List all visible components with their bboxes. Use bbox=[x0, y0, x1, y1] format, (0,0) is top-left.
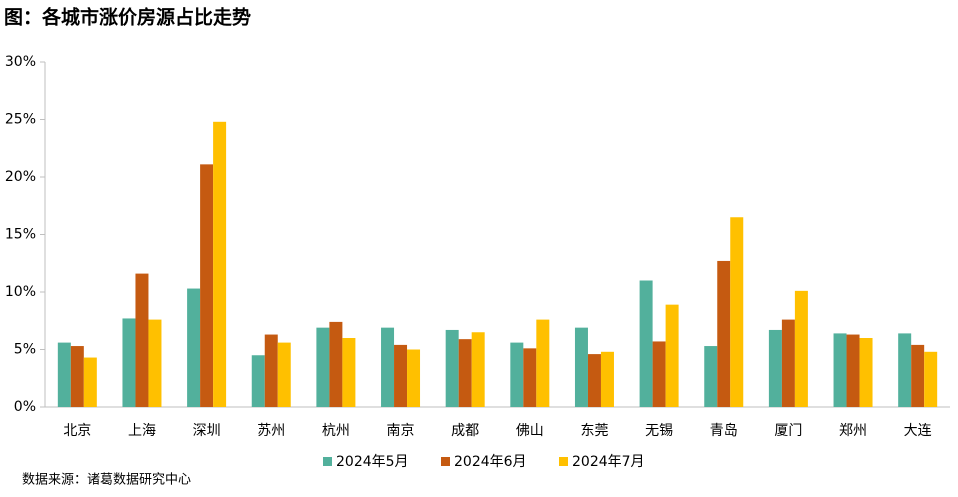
x-tick-label: 郑州 bbox=[839, 423, 867, 439]
bar bbox=[730, 217, 744, 407]
y-tick-label: 30% bbox=[5, 54, 36, 70]
y-tick-label: 0% bbox=[14, 399, 36, 415]
x-tick-label: 佛山 bbox=[516, 423, 544, 439]
bar bbox=[665, 304, 679, 407]
bar bbox=[200, 164, 214, 407]
bar bbox=[407, 349, 421, 407]
bar bbox=[639, 280, 653, 407]
bar bbox=[587, 354, 601, 407]
chart-title: 图：各城市涨价房源占比走势 bbox=[4, 6, 251, 29]
bar bbox=[83, 357, 97, 407]
bar bbox=[70, 346, 84, 407]
bar bbox=[717, 260, 731, 407]
legend-label: 2024年6月 bbox=[454, 454, 527, 470]
x-tick-label: 杭州 bbox=[322, 423, 350, 439]
legend-label: 2024年5月 bbox=[336, 454, 409, 470]
bar bbox=[57, 342, 71, 407]
bar bbox=[264, 334, 278, 407]
x-tick-label: 苏州 bbox=[257, 423, 285, 439]
bar bbox=[342, 338, 356, 407]
bar bbox=[924, 351, 938, 407]
bar bbox=[251, 355, 265, 407]
bar bbox=[213, 121, 227, 408]
y-tick-label: 10% bbox=[5, 284, 36, 300]
x-tick-label: 深圳 bbox=[193, 423, 221, 439]
x-tick-label: 青岛 bbox=[710, 423, 738, 439]
bar bbox=[768, 329, 782, 407]
x-tick-label: 北京 bbox=[63, 423, 91, 439]
bar bbox=[510, 342, 524, 407]
x-tick-label: 上海 bbox=[128, 423, 156, 439]
bar bbox=[148, 319, 162, 407]
bar bbox=[135, 273, 149, 407]
bar bbox=[704, 346, 718, 407]
bar bbox=[536, 319, 550, 407]
bar bbox=[381, 327, 395, 407]
bar bbox=[846, 334, 860, 407]
bar bbox=[523, 348, 537, 407]
bar bbox=[329, 321, 343, 407]
bar bbox=[316, 327, 330, 407]
x-tick-label: 厦门 bbox=[774, 423, 802, 439]
x-tick-label: 成都 bbox=[451, 423, 479, 439]
y-tick-label: 25% bbox=[5, 112, 36, 128]
bar bbox=[859, 338, 873, 407]
x-tick-label: 东莞 bbox=[580, 423, 608, 439]
bar bbox=[471, 332, 485, 407]
legend-swatch bbox=[441, 457, 450, 466]
bar bbox=[187, 288, 201, 407]
y-tick-label: 20% bbox=[5, 169, 36, 185]
x-tick-label: 南京 bbox=[387, 423, 415, 439]
x-tick-label: 无锡 bbox=[645, 423, 673, 439]
bar bbox=[898, 333, 912, 407]
bar bbox=[458, 339, 472, 407]
x-tick-label: 大连 bbox=[904, 423, 932, 439]
y-tick-label: 5% bbox=[14, 342, 36, 358]
bar bbox=[794, 290, 808, 407]
bar bbox=[652, 341, 666, 407]
bar bbox=[781, 319, 795, 407]
legend-swatch bbox=[323, 457, 332, 466]
bar bbox=[277, 342, 291, 407]
legend-swatch bbox=[559, 457, 568, 466]
bar bbox=[833, 333, 847, 407]
y-tick-label: 15% bbox=[5, 227, 36, 243]
source-note: 数据来源：诸葛数据研究中心 bbox=[22, 473, 191, 488]
bar bbox=[600, 351, 614, 407]
bar bbox=[394, 344, 408, 407]
bar bbox=[574, 327, 588, 407]
bar bbox=[445, 329, 459, 407]
bar bbox=[122, 318, 136, 407]
legend-label: 2024年7月 bbox=[572, 454, 645, 470]
bar bbox=[911, 344, 925, 407]
